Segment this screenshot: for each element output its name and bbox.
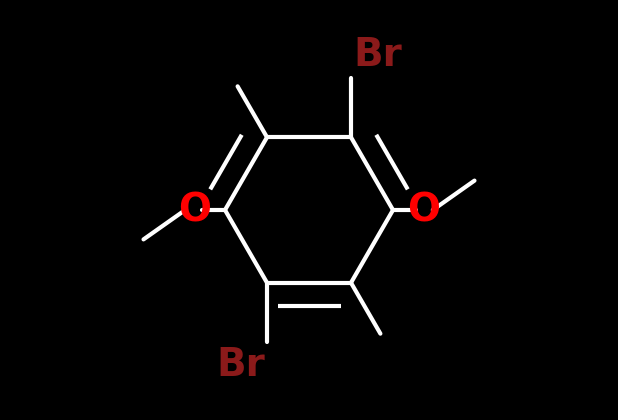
- Text: O: O: [178, 191, 211, 229]
- Text: Br: Br: [353, 36, 402, 74]
- Text: Br: Br: [216, 346, 265, 384]
- Text: O: O: [407, 191, 440, 229]
